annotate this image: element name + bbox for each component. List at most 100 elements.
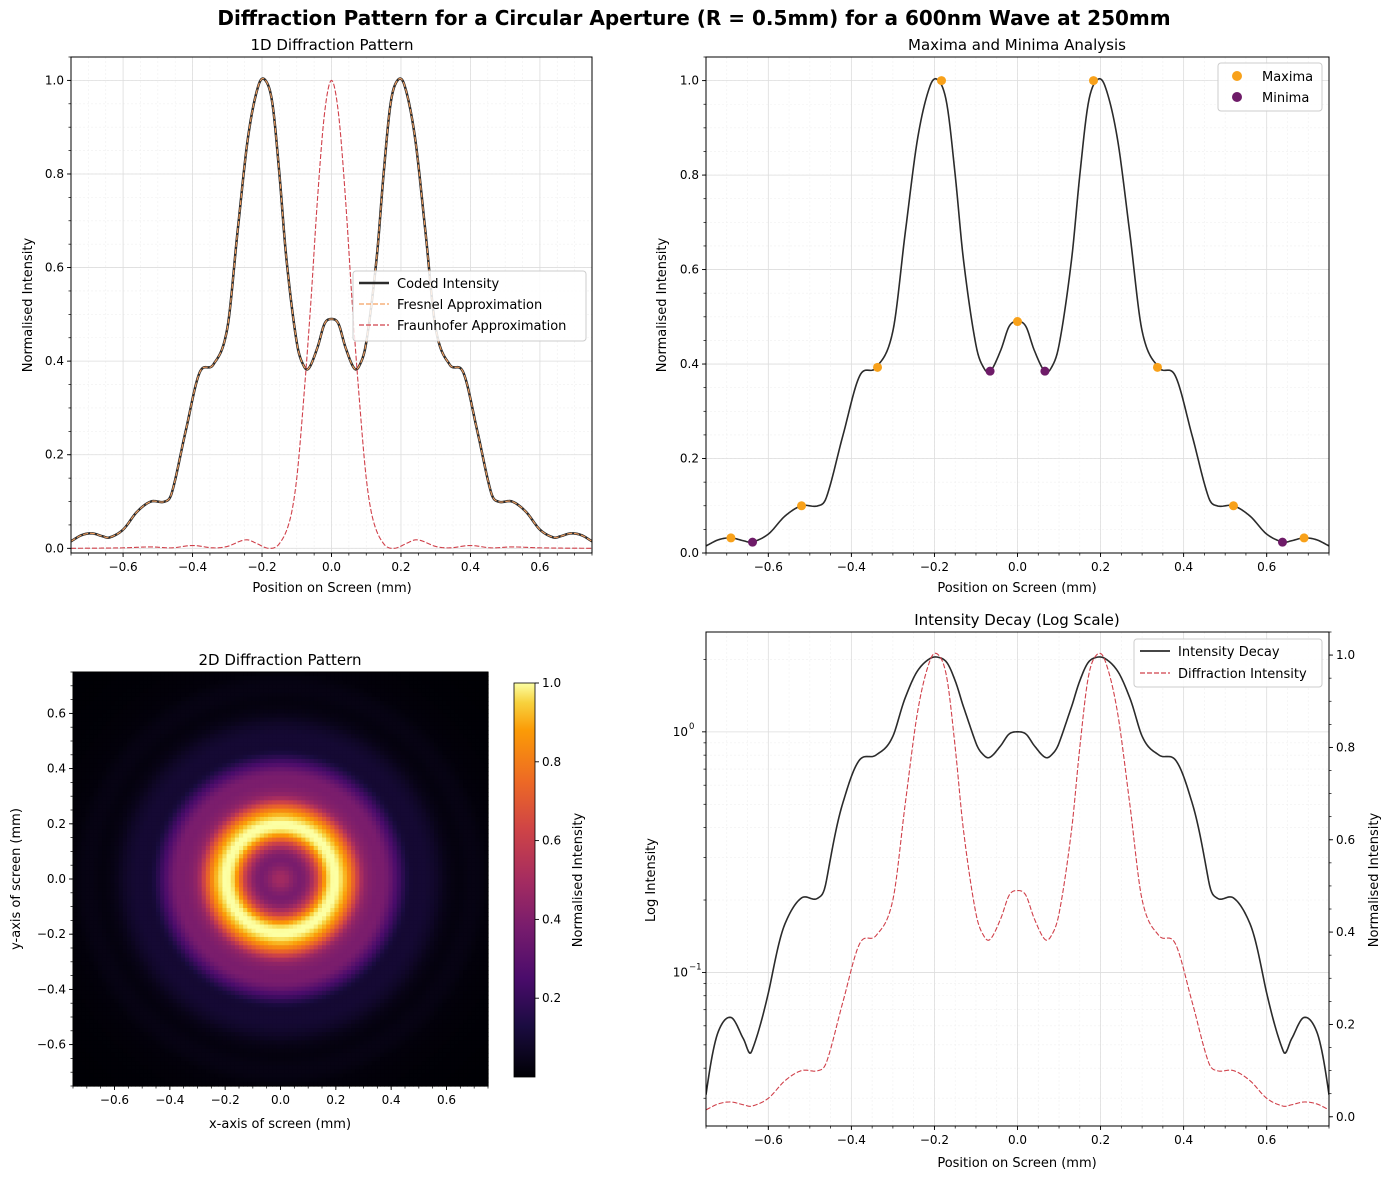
heatmap-cell — [85, 729, 91, 735]
heatmap-cell — [77, 725, 82, 731]
heatmap-cell — [405, 725, 410, 731]
heatmap-cell — [280, 792, 286, 797]
heatmap-cell — [425, 767, 431, 772]
heatmap-cell — [351, 725, 356, 731]
heatmap-cell — [89, 696, 95, 702]
heatmap-cell — [106, 705, 111, 710]
heatmap-cell — [226, 845, 232, 851]
heatmap-cell — [342, 808, 348, 814]
heatmap-cell — [313, 738, 319, 743]
heatmap-cell — [276, 725, 282, 731]
heatmap-cell — [417, 800, 423, 806]
heatmap-cell — [209, 688, 215, 694]
heatmap-cell — [168, 734, 174, 739]
heatmap-cell — [309, 837, 315, 843]
heatmap-cell — [81, 771, 87, 777]
heatmap-cell — [317, 767, 323, 772]
heatmap-cell — [251, 812, 257, 818]
heatmap-cell — [467, 850, 472, 855]
heatmap-cell — [346, 709, 352, 714]
heatmap-cell — [239, 767, 244, 772]
heatmap-cell — [417, 808, 423, 814]
heatmap-cell — [429, 845, 435, 851]
heatmap-cell — [251, 845, 257, 851]
heatmap-cell — [367, 700, 373, 706]
heatmap-cell — [317, 676, 323, 681]
heatmap-cell — [454, 787, 460, 793]
heatmap-cell — [471, 717, 477, 723]
heatmap-cell — [483, 672, 489, 677]
heatmap-cell — [263, 800, 269, 806]
x-tick-label: −0.6 — [754, 560, 783, 574]
heatmap-cell — [317, 804, 323, 810]
heatmap-cell — [247, 680, 253, 686]
heatmap-cell — [330, 717, 336, 723]
heatmap-cell — [93, 767, 99, 772]
heatmap-cell — [218, 746, 223, 752]
heatmap-cell — [222, 787, 228, 793]
heatmap-cell — [309, 775, 315, 781]
heatmap-cell — [421, 721, 427, 727]
heatmap-cell — [209, 775, 215, 781]
heatmap-cell — [222, 771, 228, 777]
heatmap-cell — [371, 837, 377, 843]
heatmap-cell — [371, 792, 377, 797]
heatmap-cell — [463, 700, 468, 706]
heatmap-cell — [118, 854, 124, 859]
heatmap-cell — [247, 816, 253, 822]
heatmap-cell — [384, 771, 389, 777]
heatmap-cell — [160, 692, 165, 698]
heatmap-cell — [209, 821, 215, 826]
heatmap-cell — [284, 816, 290, 822]
heatmap-cell — [180, 746, 186, 752]
heatmap-cell — [106, 680, 111, 686]
heatmap-cell — [189, 767, 194, 772]
heatmap-cell — [89, 746, 95, 752]
heatmap-cell — [234, 796, 240, 801]
heatmap-cell — [375, 672, 381, 677]
heatmap-cell — [193, 767, 199, 772]
heatmap-cell — [301, 709, 306, 714]
heatmap-cell — [334, 696, 340, 702]
x-tick-label: −0.4 — [178, 560, 207, 574]
heatmap-cell — [429, 816, 435, 822]
heatmap-cell — [118, 779, 124, 785]
heatmap-cell — [471, 792, 477, 797]
heatmap-cell — [168, 676, 174, 681]
heatmap-cell — [446, 721, 452, 727]
heatmap-cell — [458, 858, 464, 864]
x-tick-label: 0.4 — [1174, 560, 1193, 574]
heatmap-cell — [259, 858, 265, 864]
heatmap-cell — [326, 850, 331, 855]
heatmap-cell — [338, 854, 344, 859]
heatmap-cell — [450, 734, 456, 739]
heatmap-cell — [251, 734, 257, 739]
heatmap-cell — [268, 680, 273, 686]
heatmap-cell — [97, 696, 103, 702]
heatmap-cell — [93, 754, 99, 760]
heatmap-cell — [147, 758, 153, 764]
heatmap-cell — [218, 767, 223, 772]
heatmap-cell — [209, 734, 215, 739]
heatmap-cell — [454, 783, 460, 789]
heatmap-cell — [73, 845, 78, 851]
heatmap-cell — [442, 746, 448, 752]
heatmap-cell — [218, 808, 223, 814]
heatmap-cell — [483, 845, 489, 851]
heatmap-cell — [479, 783, 485, 789]
heatmap-cell — [126, 858, 132, 864]
heatmap-cell — [367, 763, 373, 768]
heatmap-cell — [268, 816, 273, 822]
heatmap-cell — [442, 787, 448, 793]
heatmap-cell — [131, 796, 136, 801]
heatmap-cell — [85, 763, 91, 768]
heatmap-cell — [114, 754, 120, 760]
heatmap-cell — [284, 734, 290, 739]
heatmap-cell — [143, 696, 149, 702]
heatmap-cell — [301, 804, 306, 810]
heatmap-cell — [363, 796, 369, 801]
heatmap-cell — [326, 829, 331, 835]
heatmap-cell — [454, 763, 460, 768]
heatmap-cell — [118, 812, 124, 818]
heatmap-cell — [102, 812, 107, 818]
